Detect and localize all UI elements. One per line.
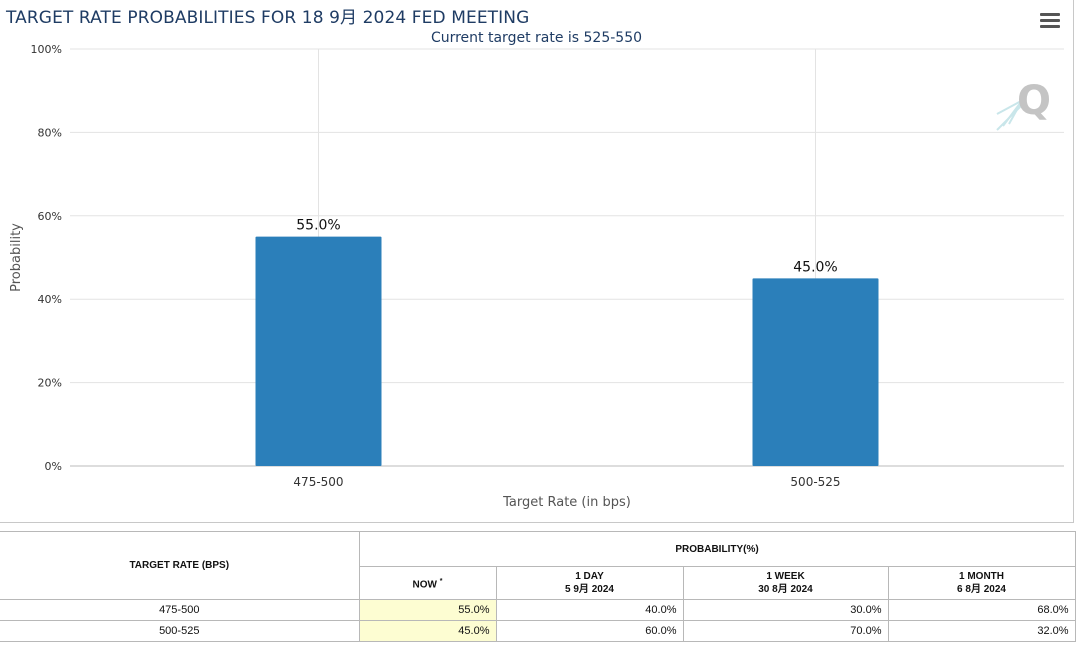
watermark-logo: Q [996, 78, 1051, 131]
y-axis-title: Probability [9, 223, 24, 292]
bar-data-label: 45.0% [793, 259, 837, 275]
y-tick-label: 0% [45, 460, 62, 473]
table-row: 500-525 45.0% 60.0% 70.0% 32.0% [0, 620, 1076, 642]
bar [255, 236, 382, 466]
header-1-day: 1 DAY 5 9月 2024 [495, 566, 684, 600]
header-1-month-label: 1 MONTH [959, 571, 1005, 582]
header-1-month: 1 MONTH 6 8月 2024 [887, 566, 1076, 600]
watermark-letter: Q [1017, 78, 1051, 124]
header-1-month-date: 6 8月 2024 [957, 584, 1006, 595]
probability-table: TARGET RATE (BPS) PROBABILITY(%) NOW * 1… [0, 531, 1076, 642]
y-tick-label: 40% [38, 293, 62, 306]
row-rate: 475-500 [0, 599, 360, 621]
header-target-rate: TARGET RATE (BPS) [0, 531, 360, 600]
row-1-month-value: 32.0% [887, 620, 1076, 642]
header-now: NOW * [358, 566, 497, 600]
header-probability: PROBABILITY(%) [358, 531, 1076, 567]
y-tick-label: 100% [31, 43, 62, 56]
hamburger-menu-icon[interactable] [1040, 13, 1060, 29]
header-1-week-label: 1 WEEK [766, 571, 805, 582]
chart-title: TARGET RATE PROBABILITIES FOR 18 9月 2024… [6, 8, 530, 28]
header-1-week-date: 30 8月 2024 [758, 584, 813, 595]
y-tick-label: 80% [38, 126, 62, 139]
header-now-note: * [439, 577, 443, 585]
row-now-value: 45.0% [358, 620, 497, 642]
table-row: 475-500 55.0% 40.0% 30.0% 68.0% [0, 599, 1076, 621]
chart-panel: TARGET RATE PROBABILITIES FOR 18 9月 2024… [0, 0, 1074, 523]
x-axis-title: Target Rate (in bps) [502, 495, 631, 510]
chart-subtitle: Current target rate is 525-550 [430, 30, 643, 46]
row-1-month-value: 68.0% [887, 599, 1076, 621]
row-1-week-value: 70.0% [682, 620, 889, 642]
bar-chart: 0% 20% 40% 60% 80% 100% 55.0% 475-500 45.0% 500-5… [9, 43, 1064, 510]
y-tick-label: 60% [38, 210, 62, 223]
row-1-day-value: 40.0% [495, 599, 684, 621]
row-now-value: 55.0% [358, 599, 497, 621]
x-category-label: 475-500 [293, 475, 343, 489]
header-now-label: NOW [412, 579, 437, 591]
header-1-week: 1 WEEK 30 8月 2024 [682, 566, 889, 600]
bar [752, 278, 879, 466]
row-1-week-value: 30.0% [682, 599, 889, 621]
y-tick-label: 20% [38, 377, 62, 390]
bar-data-label: 55.0% [296, 218, 340, 234]
header-1-day-label: 1 DAY [575, 571, 604, 582]
x-category-label: 500-525 [790, 475, 840, 489]
row-1-day-value: 60.0% [495, 620, 684, 642]
row-rate: 500-525 [0, 620, 360, 642]
header-1-day-date: 5 9月 2024 [565, 584, 614, 595]
